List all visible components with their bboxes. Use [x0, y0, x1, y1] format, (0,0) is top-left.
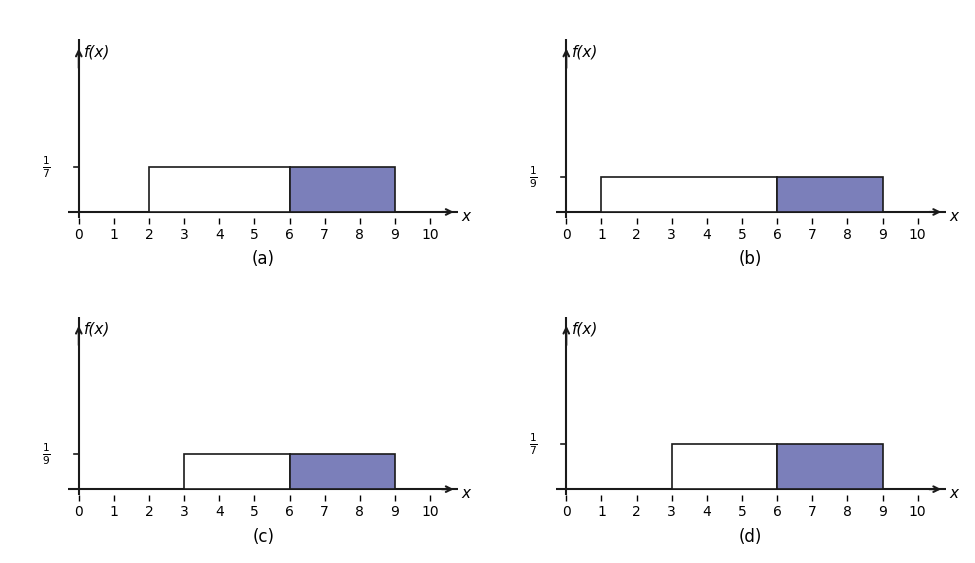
Text: (d): (d): [739, 528, 762, 546]
Text: f(x): f(x): [84, 44, 110, 60]
Bar: [672, 444, 777, 489]
Text: $\frac{1}{9}$: $\frac{1}{9}$: [529, 164, 538, 190]
Text: (c): (c): [253, 528, 274, 546]
Text: $\frac{1}{7}$: $\frac{1}{7}$: [42, 154, 51, 180]
Bar: [777, 177, 882, 212]
Bar: [149, 167, 290, 212]
Bar: [777, 444, 882, 489]
Text: x: x: [462, 486, 471, 502]
Text: x: x: [950, 209, 958, 224]
Text: x: x: [950, 486, 958, 502]
Bar: [290, 167, 395, 212]
Text: f(x): f(x): [571, 44, 598, 60]
Bar: [290, 454, 395, 489]
Bar: [602, 177, 777, 212]
Text: $\frac{1}{7}$: $\frac{1}{7}$: [529, 432, 538, 457]
Text: (a): (a): [252, 251, 275, 269]
Text: x: x: [462, 209, 471, 224]
Text: (b): (b): [739, 251, 762, 269]
Text: $\frac{1}{9}$: $\frac{1}{9}$: [42, 441, 51, 467]
Bar: [184, 454, 290, 489]
Text: f(x): f(x): [571, 322, 598, 337]
Text: f(x): f(x): [84, 322, 110, 337]
